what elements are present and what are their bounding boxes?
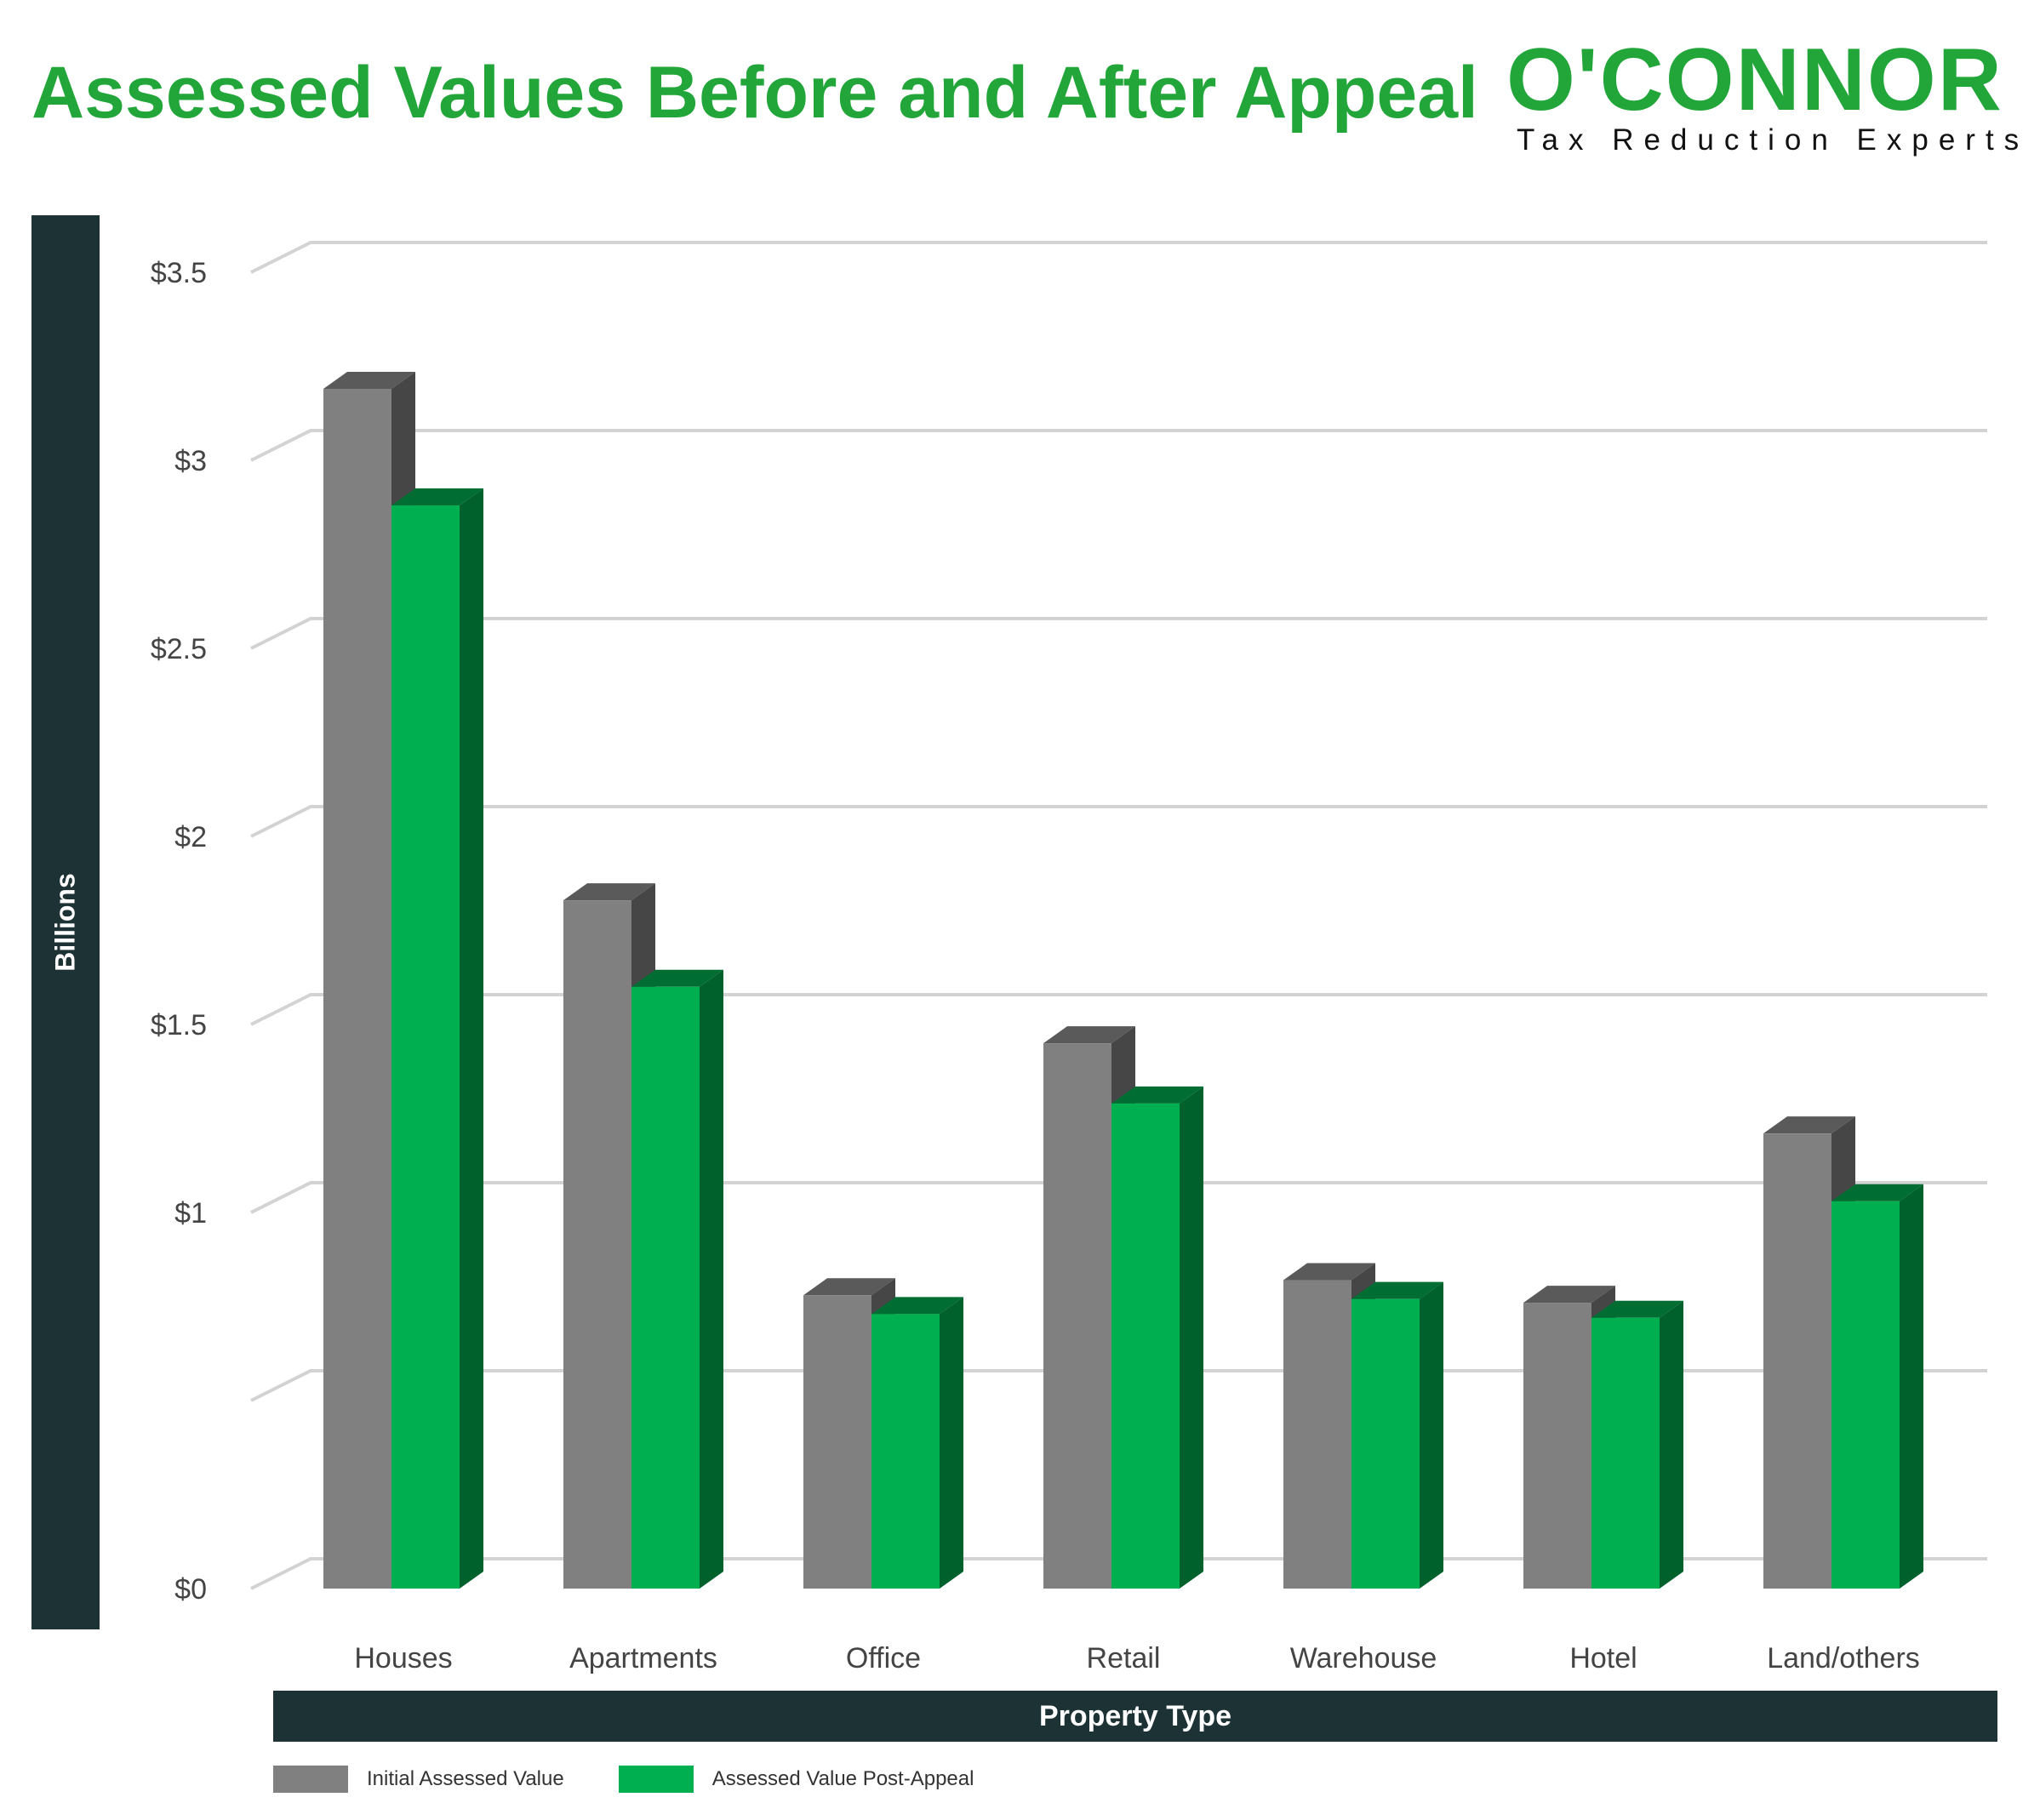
bar [1831, 1184, 1923, 1589]
gridline [250, 617, 1987, 650]
legend-label-post-appeal: Assessed Value Post-Appeal [711, 1767, 974, 1790]
x-axis-label-bar: Property Type [273, 1691, 1997, 1742]
y-tick-labels: $0 $1 $1.5 $2 $2.5 $3 $3.5 [151, 257, 207, 1606]
bar [1111, 1086, 1203, 1589]
gridline [250, 241, 1987, 274]
category-label: Land/others [1767, 1642, 1920, 1675]
page-title: Assessed Values Before and After Appeal [31, 52, 1478, 134]
category-label: Houses [354, 1642, 452, 1675]
y-tick-label: $2 [174, 821, 207, 853]
gridline [250, 805, 1987, 838]
legend-swatch-post-appeal [618, 1766, 694, 1793]
y-tick-label: $3.5 [151, 257, 207, 289]
y-axis-label-bar: Billions [31, 215, 100, 1629]
category-label: Hotel [1569, 1642, 1637, 1675]
legend: Initial Assessed Value Assessed Value Po… [273, 1766, 1028, 1793]
category-label: Warehouse [1290, 1642, 1437, 1675]
legend-swatch-initial [273, 1766, 348, 1793]
bar [1351, 1281, 1443, 1589]
category-label: Office [846, 1642, 921, 1675]
y-tick-label: $1 [174, 1197, 207, 1229]
y-tick-label: $3 [174, 445, 207, 477]
category-label: Apartments [569, 1642, 717, 1675]
legend-item-initial: Initial Assessed Value [273, 1766, 564, 1793]
logo-name: O'CONNOR [1506, 31, 2003, 129]
gridline [250, 429, 1987, 462]
legend-label-initial: Initial Assessed Value [367, 1767, 564, 1790]
bar [631, 969, 723, 1589]
category-label: Retail [1087, 1642, 1161, 1675]
category-labels: Houses Apartments Office Retail Warehouse Hot… [354, 1642, 1919, 1675]
gridline [250, 993, 1987, 1026]
y-tick-label: $2.5 [151, 633, 207, 665]
bar [391, 488, 483, 1589]
y-tick-label: $1.5 [151, 1009, 207, 1041]
y-tick-label: $0 [174, 1573, 207, 1606]
logo-tagline: Tax Reduction Experts [1517, 123, 2030, 157]
bars [323, 372, 1923, 1589]
legend-item-post-appeal: Assessed Value Post-Appeal [618, 1766, 974, 1793]
x-axis-label: Property Type [1038, 1699, 1232, 1732]
bar [871, 1297, 963, 1589]
brand-logo: O'CONNOR Tax Reduction Experts [1506, 31, 2019, 170]
gridline [250, 1181, 1987, 1214]
bar [1591, 1300, 1683, 1589]
